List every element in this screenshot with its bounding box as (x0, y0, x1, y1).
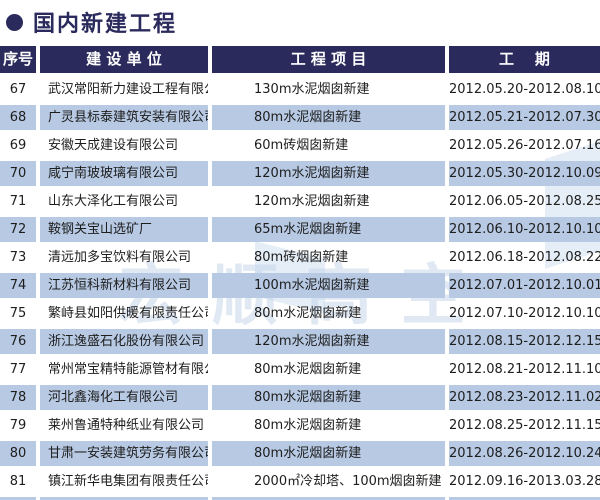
table-row: 77 常州常宝精特能源管材有限公司 80m水泥烟囱新建 2012.08.21-2012… (0, 357, 600, 382)
page-title-text: 国内新建工程 (33, 12, 178, 37)
table-row: 67 武汉常阳新力建设工程有限公司 130m水泥烟囱新建 2012.05.20-201… (0, 77, 600, 102)
table-row: 70 咸宁南玻玻璃有限公司 120m水泥烟囱新建 2012.05.30-2012.10… (0, 161, 600, 186)
cell-no: 80 (0, 441, 36, 466)
page-title: 国内新建工程 (6, 6, 177, 38)
cell-company: 武汉常阳新力建设工程有限公司 (48, 82, 208, 97)
projects-table: 序号 建 设 单 位 工 程 项 目 工 期 67 武汉常阳新力建设工程有限公司 1… (0, 46, 600, 500)
cell-company: 河北鑫海化工有限公司 (40, 385, 208, 410)
cell-period: 2012.07.01-2012.10.01 (449, 273, 600, 298)
table-row: 73 清远加多宝饮料有限公司 80m砖烟囱新建 2012.06.18-2012.08.… (0, 245, 600, 270)
cell-period: 2012.08.25-2012.11.15 (449, 418, 600, 433)
cell-project: 80m砖烟囱新建 (254, 250, 349, 265)
cell-project: 80m水泥烟囱新建 (212, 441, 445, 466)
cell-no: 73 (9, 250, 27, 265)
cell-project: 80m水泥烟囱新建 (212, 385, 445, 410)
cell-project: 2000㎡冷却塔、100m烟囱新建 (254, 474, 442, 489)
cell-no: 79 (9, 418, 27, 433)
cell-period: 2012.07.10-2012.10.10 (449, 306, 600, 321)
header-period: 工 期 (449, 46, 600, 73)
table-row: 81 镇江新华电集团有限责任公司 2000㎡冷却塔、100m烟囱新建 2012.09.… (0, 469, 600, 494)
cell-company: 鞍钢关宝山选矿厂 (40, 217, 208, 242)
cell-project: 65m水泥烟囱新建 (212, 217, 445, 242)
cell-project: 130m水泥烟囱新建 (254, 82, 370, 97)
cell-project: 60m砖烟囱新建 (254, 138, 349, 153)
cell-no: 72 (0, 217, 36, 242)
cell-no: 81 (9, 474, 27, 489)
cell-empty (40, 497, 208, 500)
cell-empty (0, 497, 36, 500)
cell-project: 120m水泥烟囱新建 (254, 194, 370, 209)
cell-company: 繁峙县如阳供暖有限责任公司 (48, 306, 208, 321)
table-row: 74 江苏恒科新材料有限公司 100m水泥烟囱新建 2012.07.01-2012.1… (0, 273, 600, 298)
cell-company: 浙江逸盛石化股份有限公司 (40, 329, 208, 354)
cell-no: 75 (9, 306, 27, 321)
table-row: 79 莱州鲁通特种纸业有限公司 80m水泥烟囱新建 2012.08.25-2012.1… (0, 413, 600, 438)
cell-period: 2012.08.15-2012.12.15 (449, 329, 600, 354)
cell-company: 甘肃一安装建筑劳务有限公司 (40, 441, 208, 466)
header-company: 建 设 单 位 (40, 46, 208, 73)
cell-no: 74 (0, 273, 36, 298)
header-project: 工 程 项 目 (212, 46, 445, 73)
cell-company: 常州常宝精特能源管材有限公司 (48, 362, 208, 377)
cell-no: 68 (0, 105, 36, 130)
cell-no: 70 (0, 161, 36, 186)
cell-no: 76 (0, 329, 36, 354)
cell-period: 2012.05.30-2012.10.09 (449, 161, 600, 186)
cell-project: 120m水泥烟囱新建 (212, 161, 445, 186)
cell-period: 2012.06.18-2012.08.22 (449, 250, 600, 265)
table-row: 80 甘肃一安装建筑劳务有限公司 80m水泥烟囱新建 2012.08.26-2012.… (0, 441, 600, 466)
cell-period: 2012.05.26-2012.07.16 (449, 138, 600, 153)
cell-period: 2012.06.05-2012.08.25 (449, 194, 600, 209)
header-no: 序号 (0, 46, 36, 73)
cell-project: 100m水泥烟囱新建 (212, 273, 445, 298)
cell-project: 80m水泥烟囱新建 (254, 362, 362, 377)
cell-company: 广灵县标泰建筑安装有限公司 (40, 105, 208, 130)
table-row: 76 浙江逸盛石化股份有限公司 120m水泥烟囱新建 2012.08.15-2012.… (0, 329, 600, 354)
table-row: 71 山东大泽化工有限公司 120m水泥烟囱新建 2012.06.05-2012.08… (0, 189, 600, 214)
cell-no: 77 (9, 362, 27, 377)
cell-company: 咸宁南玻玻璃有限公司 (40, 161, 208, 186)
cell-no: 78 (0, 385, 36, 410)
table-row: 72 鞍钢关宝山选矿厂 65m水泥烟囱新建 2012.06.10-2012.10.10 (0, 217, 600, 242)
table-row: 78 河北鑫海化工有限公司 80m水泥烟囱新建 2012.08.23-2012.11.… (0, 385, 600, 410)
table-header-row: 序号 建 设 单 位 工 程 项 目 工 期 (0, 46, 600, 73)
cell-project: 120m水泥烟囱新建 (212, 329, 445, 354)
cell-empty (212, 497, 445, 500)
cell-period: 2012.08.21-2012.11.10 (449, 362, 600, 377)
cell-period: 2012.05.21-2012.07.30 (449, 105, 600, 130)
cell-project: 80m水泥烟囱新建 (254, 306, 362, 321)
cell-period: 2012.08.26-2012.10.24 (449, 441, 600, 466)
cell-project: 80m水泥烟囱新建 (254, 418, 362, 433)
cell-no: 69 (9, 138, 27, 153)
cell-company: 山东大泽化工有限公司 (48, 194, 179, 209)
cell-period: 2012.08.23-2012.11.02 (449, 385, 600, 410)
table-row-partial (0, 497, 600, 500)
cell-company: 镇江新华电集团有限责任公司 (48, 474, 208, 489)
cell-company: 莱州鲁通特种纸业有限公司 (48, 418, 205, 433)
cell-empty (449, 497, 600, 500)
cell-company: 江苏恒科新材料有限公司 (40, 273, 208, 298)
cell-company: 清远加多宝饮料有限公司 (48, 250, 192, 265)
cell-period: 2012.05.20-2012.08.10 (449, 82, 600, 97)
cell-no: 71 (9, 194, 27, 209)
table-row: 68 广灵县标泰建筑安装有限公司 80m水泥烟囱新建 2012.05.21-2012.… (0, 105, 600, 130)
table-row: 69 安徽天成建设有限公司 60m砖烟囱新建 2012.05.26-2012.07.1… (0, 133, 600, 158)
table-row: 75 繁峙县如阳供暖有限责任公司 80m水泥烟囱新建 2012.07.10-2012.… (0, 301, 600, 326)
cell-no: 67 (9, 82, 27, 97)
table-body: 67 武汉常阳新力建设工程有限公司 130m水泥烟囱新建 2012.05.20-201… (0, 77, 600, 500)
cell-period: 2012.06.10-2012.10.10 (449, 217, 600, 242)
cell-project: 80m水泥烟囱新建 (212, 105, 445, 130)
cell-period: 2012.09.16-2013.03.28 (449, 474, 600, 489)
bullet-icon (6, 13, 23, 31)
cell-company: 安徽天成建设有限公司 (48, 138, 179, 153)
